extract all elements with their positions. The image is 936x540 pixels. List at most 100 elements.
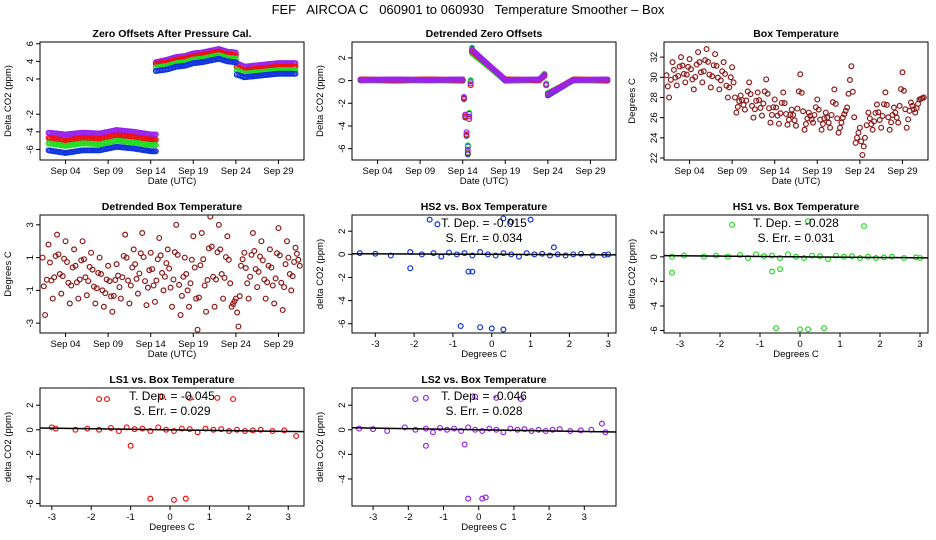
data-point [854,134,861,141]
data-point [827,124,834,131]
temperature-dependence-label: T. Dep. = -0.028 [753,216,839,230]
data-point [176,281,183,288]
chart-title: LS1 vs. Box Temperature [109,374,234,386]
y-tick-label: 2 [337,403,348,408]
data-point [604,76,611,83]
data-point [700,68,707,75]
data-point [107,293,114,300]
x-tick-label: 3 [917,339,922,350]
y-tick-label: -6 [337,320,348,328]
y-tick-label: -2 [337,99,348,107]
temperature-dependence-label: T. Dep. = -0.046 [441,389,527,403]
data-point [822,109,829,116]
data-point [466,116,473,123]
data-point [204,277,211,284]
y-tick-label: -2 [337,450,348,458]
data-point [770,104,777,111]
data-point [873,101,880,108]
data-point [103,396,110,403]
x-tick-label: Sep 24 [221,339,251,350]
data-point [166,265,173,272]
data-point [846,76,853,83]
chart-title: Detrended Box Temperature [102,201,243,213]
data-point [764,90,771,97]
data-point [173,221,180,228]
data-point [736,98,743,105]
data-point [197,262,204,269]
data-point [293,250,300,257]
data-point [535,426,542,433]
y-tick-label: -4 [649,302,660,310]
data-point [275,225,282,232]
data-point [876,116,883,123]
data-point [717,77,724,84]
plot-frame [39,41,305,161]
data-point [793,122,800,129]
y-tick-label: 3 [25,222,36,227]
y-tick-label: -4 [337,475,348,483]
x-tick-label: 2 [546,512,551,523]
data-point [712,51,719,58]
data-point [837,124,844,131]
data-point [731,94,738,101]
x-tick-label: Sep 14 [448,166,478,177]
data-point [703,46,710,53]
data-point [769,268,776,275]
x-tick-label: Sep 29 [575,166,605,177]
temperature-dependence-label: T. Dep. = -0.045 [129,389,215,403]
data-point [66,300,73,307]
data-point [237,262,244,269]
data-point [422,442,429,449]
data-point [788,106,795,113]
data-point [194,326,201,333]
data-point [465,268,472,275]
data-point [808,116,815,123]
x-tick-label: 2 [246,512,251,523]
data-point [72,426,79,433]
data-point [865,109,872,116]
data-point [434,221,441,228]
data-point [422,394,429,401]
y-tick-label: 30 [649,72,660,83]
data-point [875,109,882,116]
data-point [668,253,675,260]
data-point [123,254,130,261]
data-point [105,262,112,269]
data-point [190,233,197,240]
data-point [186,394,193,401]
data-point [686,56,693,63]
data-point [459,76,466,83]
data-point [446,249,453,256]
data-point [100,303,107,310]
data-point [144,284,151,291]
data-point [132,261,139,268]
data-point [154,256,161,263]
data-point [102,290,109,297]
x-tick-label: 2 [567,339,572,350]
data-point [134,290,141,297]
data-point [63,258,70,265]
plot-frame [663,214,929,334]
data-point [508,218,515,225]
data-point [59,273,66,280]
x-tick-label: 0 [476,512,481,523]
data-point [817,253,824,260]
data-point [889,253,896,260]
data-point [710,62,717,69]
data-point [146,267,153,274]
data-point [751,106,758,113]
data-point [293,432,300,439]
data-point [893,114,900,121]
data-point [289,273,296,280]
x-tick-label: Sep 19 [490,166,520,177]
y-tick-label: -4 [25,475,36,483]
plot-area [357,44,611,158]
data-point [841,111,848,118]
data-point [140,254,147,261]
plot-frame [351,41,617,161]
regression-line [40,427,304,433]
x-tick-label: Sep 04 [362,166,392,177]
data-point [729,64,736,71]
data-point [220,295,227,302]
data-point [249,230,256,237]
